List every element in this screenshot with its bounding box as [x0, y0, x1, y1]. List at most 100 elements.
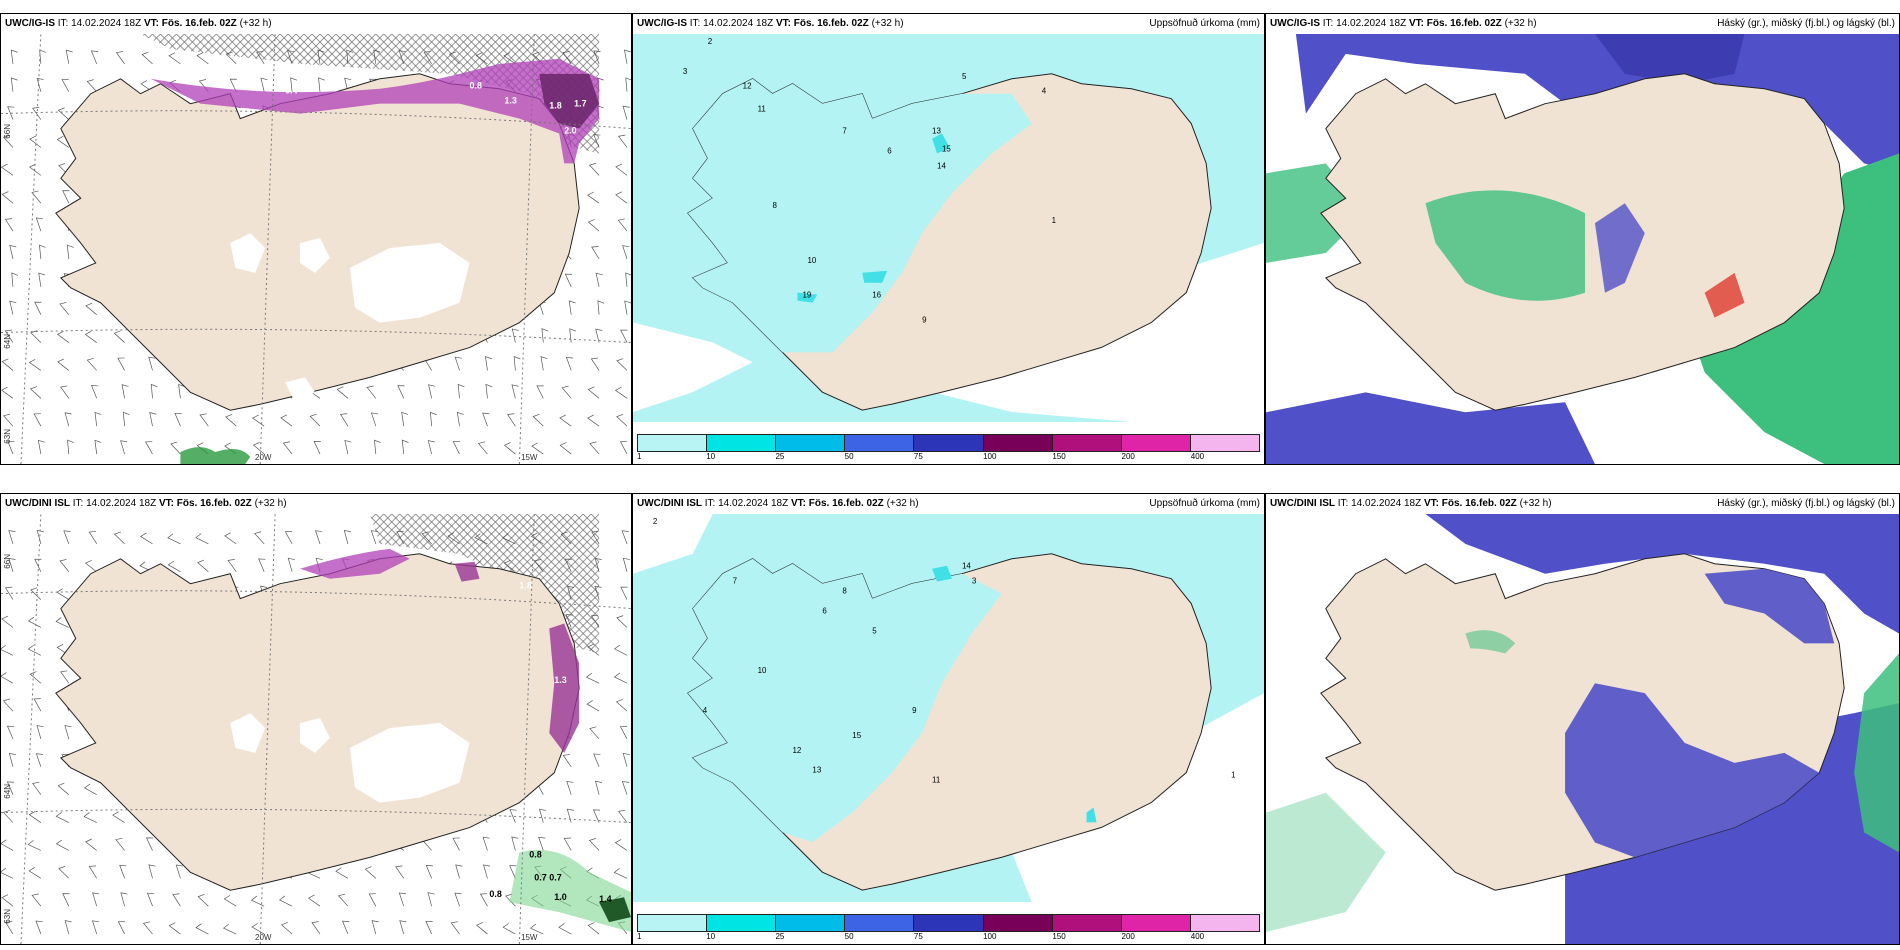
precip-number: 7 [733, 577, 738, 586]
wind-barb [622, 752, 630, 767]
cloud-map-svg [1266, 514, 1899, 944]
wind-barb [1, 386, 14, 399]
wind-barb [559, 414, 572, 427]
wind-barb [178, 383, 186, 399]
wind-barb [613, 644, 628, 656]
precip-number: 3 [972, 577, 977, 586]
wind-barb [168, 52, 181, 65]
green-blobs [509, 849, 631, 933]
wind-barb [513, 356, 521, 371]
wind-barb [2, 810, 14, 823]
wind-barb [122, 411, 130, 427]
wind-barb [616, 414, 628, 427]
colorbar-label: 50 [844, 452, 854, 461]
wind-barb [6, 781, 15, 795]
wind-barb [197, 893, 209, 907]
wind-barb [1, 358, 14, 371]
wind-barb [622, 245, 630, 260]
wind-barb [558, 923, 572, 935]
precip-mid-spot [932, 133, 950, 154]
colorbar [637, 434, 1260, 452]
valid-time: Fös. 16.feb. 02Z [176, 498, 252, 509]
wind-barb [587, 922, 600, 935]
panel-precip-top: UWC/IG-IS IT: 14.02.2024 18Z VT: Fös. 16… [632, 13, 1265, 465]
colorbar-labels: 1 10 25 50 75 100 150 200 400 [637, 932, 1260, 944]
wind-barb [92, 892, 100, 907]
wind-barb [83, 783, 97, 795]
wind-barb [1, 163, 14, 176]
wind-barb [34, 301, 42, 315]
wind-barb [27, 840, 42, 851]
glacier-hofsjokull [300, 718, 330, 753]
colorbar-label: 10 [706, 932, 716, 941]
wind-barb [57, 782, 70, 795]
wind-barb [167, 560, 181, 573]
wind-barb [566, 808, 574, 823]
wind-barb [364, 866, 377, 879]
colorbar-segment [775, 914, 845, 932]
wind-barb [9, 300, 17, 315]
mid-cloud-ne [1704, 568, 1835, 644]
init-time: IT: 14.02.2024 18Z [689, 18, 774, 29]
wind-barb [58, 866, 70, 879]
wind-barb [425, 920, 433, 935]
wind-barb [258, 558, 266, 572]
precip-number: 1 [1052, 216, 1057, 225]
wind-barb [112, 811, 125, 823]
glacier-vatnajokull [349, 243, 470, 323]
colorbar-label: 1 [637, 932, 642, 941]
tick-lon-20w: 20W [255, 453, 272, 462]
wind-barb [621, 530, 629, 544]
wind-barb [32, 106, 42, 120]
precip-numbers: 2 3 12 11 7 6 5 4 8 10 13 14 15 19 16 9 … [683, 37, 1057, 325]
wind-barb [195, 923, 209, 935]
wind-barb [86, 357, 97, 371]
wind-barb [117, 921, 126, 935]
wind-barb [614, 386, 628, 399]
mid-cloud-band [1594, 203, 1645, 293]
wind-barb [144, 441, 153, 455]
wind-barb [620, 329, 628, 343]
wind-barb [5, 921, 14, 935]
snow-label: 1.7 [574, 99, 586, 109]
precip-mid-spot [797, 292, 818, 303]
wind-barb [483, 864, 491, 879]
precip-number: 13 [812, 766, 821, 775]
wind-map: 0.8 0.7 0.7 0.8 1.0 1.4 1.3 1.8 [1, 514, 631, 944]
wind-barb [529, 923, 544, 935]
colorbar-label: 150 [1052, 452, 1066, 461]
colorbar-label: 25 [775, 932, 785, 941]
wind-barb [1, 894, 14, 907]
valid-time-label: VT: [775, 18, 791, 29]
wind-barb [94, 439, 102, 455]
wind-barb [251, 923, 265, 935]
wind-barb [11, 272, 19, 287]
wind-barb [374, 439, 381, 455]
wind-barb [482, 836, 490, 851]
wind-barb [615, 699, 628, 712]
valid-time-label: VT: [790, 498, 806, 509]
wind-barb [61, 78, 70, 92]
colorbar-segment [1189, 914, 1260, 932]
wind-barb [621, 781, 630, 795]
wind-barb [94, 411, 102, 427]
wind-barb [252, 414, 265, 427]
wind-barb [121, 384, 129, 399]
precip-number: 12 [792, 746, 801, 755]
init-time: IT: 14.02.2024 18Z [1322, 18, 1407, 29]
wind-barb [167, 533, 181, 545]
wind-barb [35, 217, 44, 232]
hatch-area [140, 34, 600, 154]
wind-barb [503, 442, 516, 455]
wind-barb [566, 781, 574, 795]
panel-header: UWC/DINI ISL IT: 14.02.2024 18Z VT: Fös.… [633, 494, 1264, 514]
wind-barb [625, 272, 631, 287]
wind-barb [10, 77, 18, 92]
wind-barb [587, 191, 600, 204]
snow-labels: 0.4 0.6 1.3 1.8 1.7 2.0 0.8 [285, 81, 587, 136]
wind-barb [150, 383, 158, 399]
wind-barb [485, 356, 492, 371]
precip-number: 11 [932, 776, 941, 785]
wind-barb [485, 383, 493, 399]
colorbar [637, 914, 1260, 932]
